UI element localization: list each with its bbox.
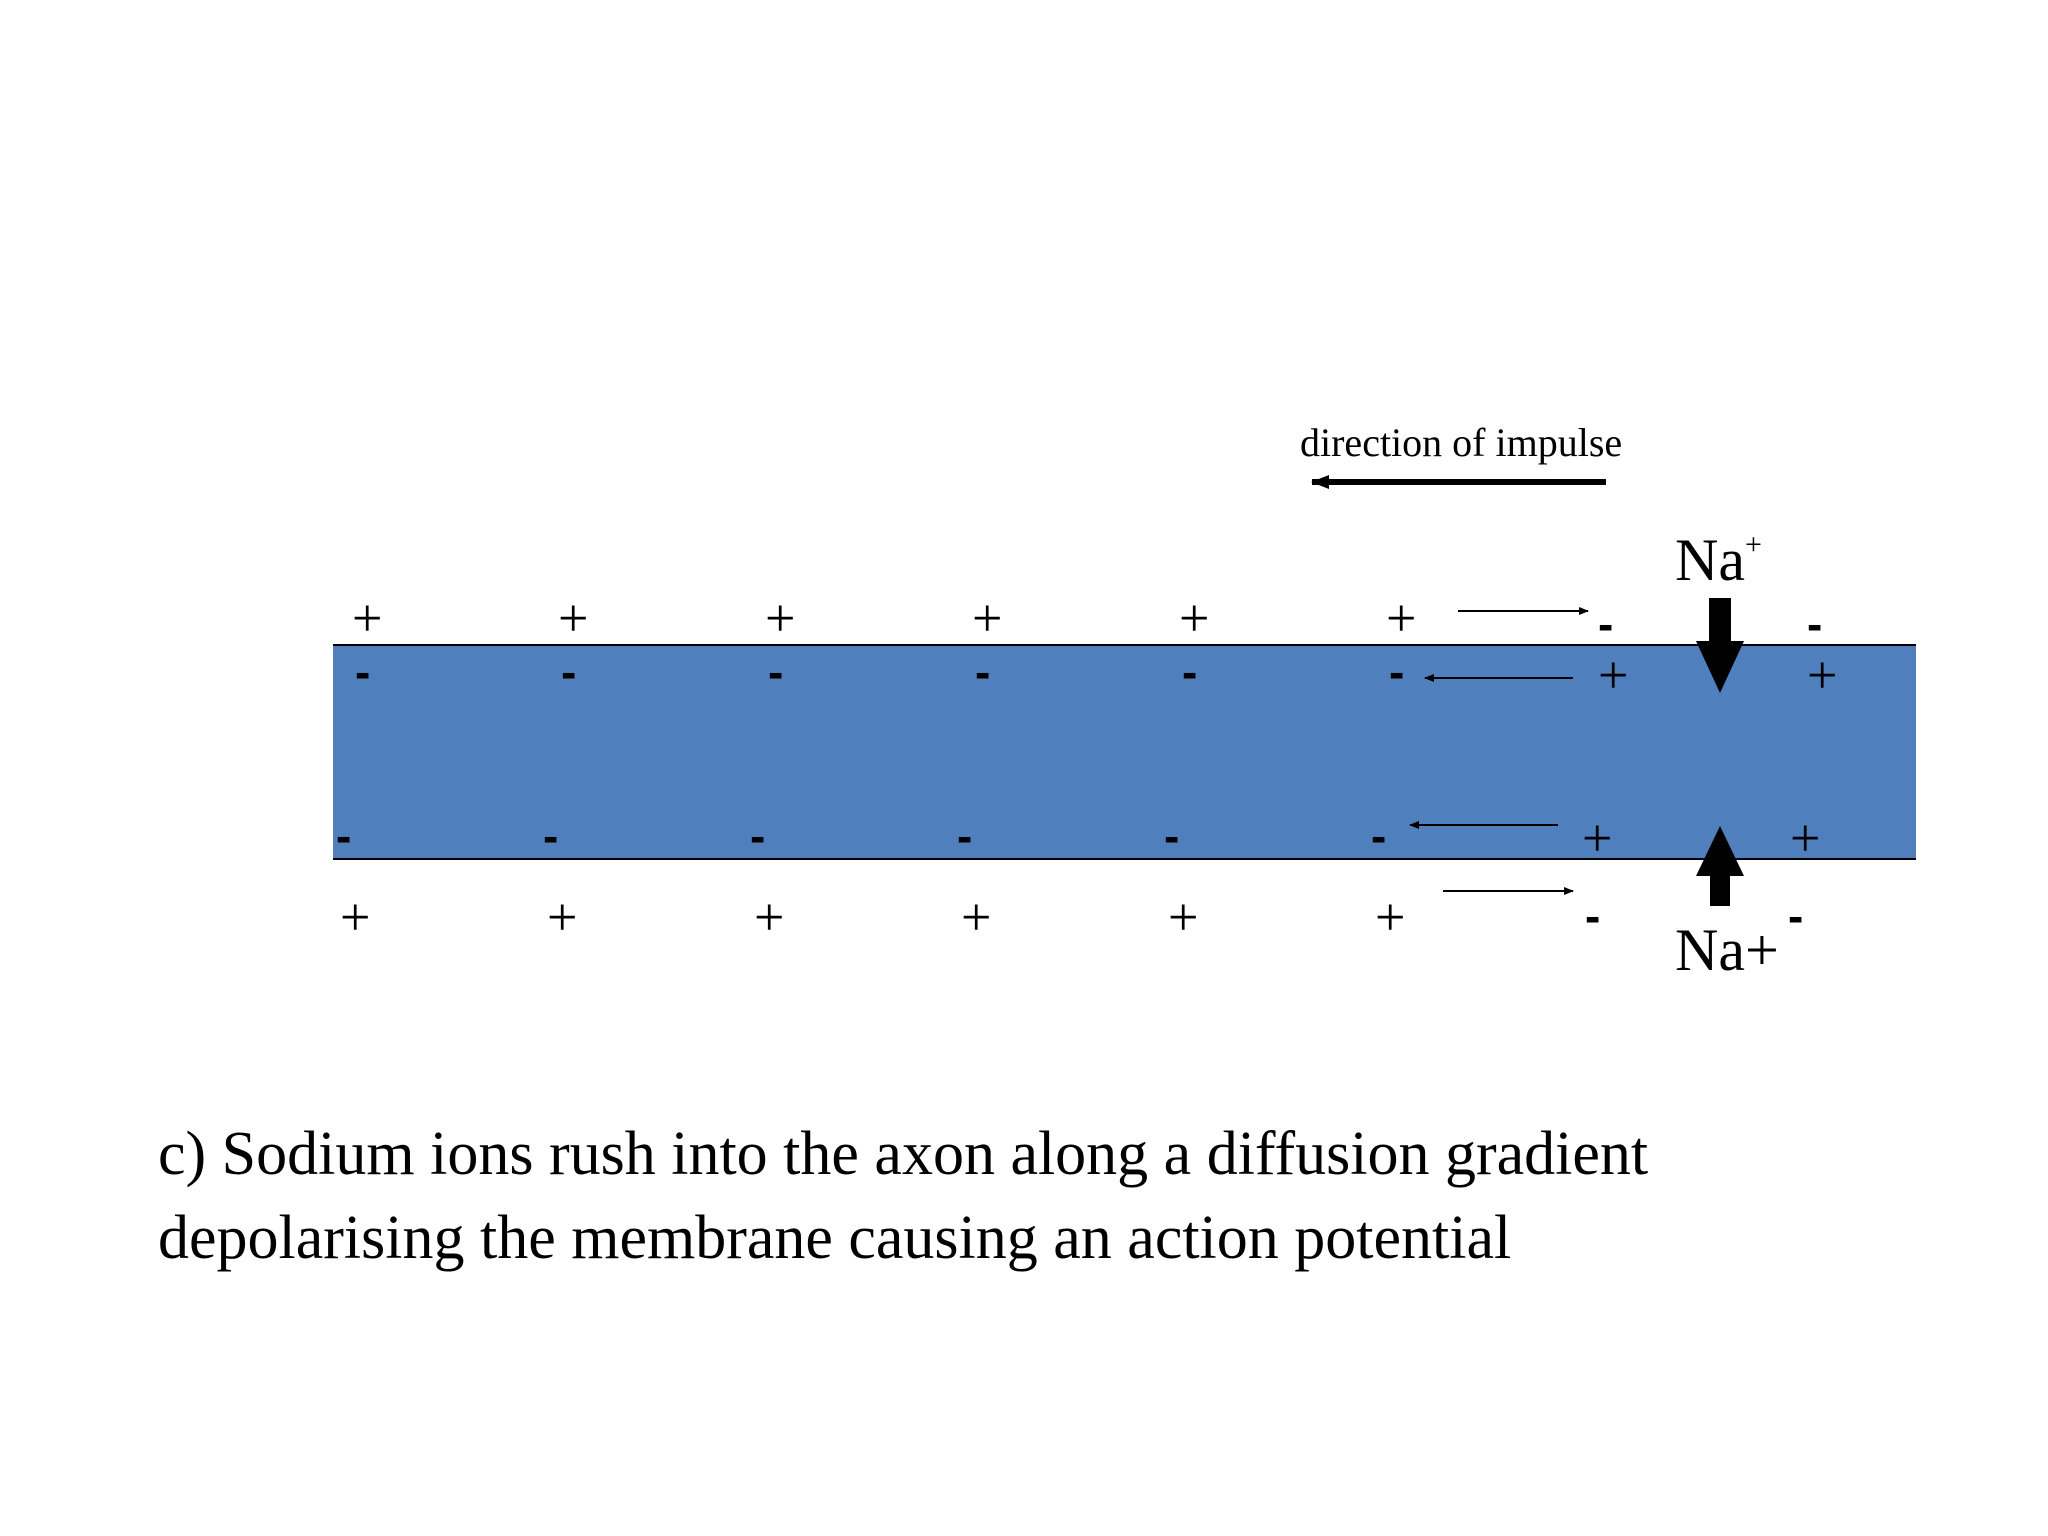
inside-top-minus-4: -: [975, 646, 990, 698]
inside-top-minus-6: -: [1389, 646, 1404, 698]
inside-bottom-minus-3: -: [750, 810, 765, 862]
direction-label: direction of impulse: [1300, 420, 1622, 465]
caption-line-2: depolarising the membrane causing an act…: [158, 1204, 1512, 1272]
depolarised-top-inside-plus-2: +: [1807, 645, 1837, 705]
stray-minus-bottom: -: [1788, 890, 1803, 942]
outside-bottom-plus-3: +: [754, 887, 784, 947]
inside-top-minus-3: -: [768, 646, 783, 698]
outside-top-plus-1: +: [352, 588, 382, 648]
depolarised-top-inside-plus-1: +: [1598, 645, 1628, 705]
outside-top-plus-2: +: [558, 588, 588, 648]
inside-top-minus-5: -: [1182, 646, 1197, 698]
inside-bottom-minus-2: -: [543, 810, 558, 862]
na-top-label: Na+: [1675, 527, 1762, 593]
axon-body: [333, 645, 1916, 859]
inside-bottom-minus-6: -: [1371, 810, 1386, 862]
na-influx-arrow-bottom: [1696, 826, 1744, 906]
na-top-superscript: +: [1745, 528, 1762, 561]
caption: c) Sodium ions rush into the axon along …: [158, 1112, 1958, 1280]
outside-bottom-plus-5: +: [1168, 887, 1198, 947]
caption-line-1: c) Sodium ions rush into the axon along …: [158, 1120, 1649, 1188]
depolarised-top-outside-minus-2: -: [1807, 598, 1822, 650]
outside-bottom-plus-2: +: [547, 887, 577, 947]
inside-bottom-minus-5: -: [1164, 810, 1179, 862]
outside-top-plus-3: +: [765, 588, 795, 648]
depolarised-bottom-inside-plus-1: +: [1582, 808, 1612, 868]
outside-top-plus-6: +: [1386, 588, 1416, 648]
outside-top-plus-5: +: [1179, 588, 1209, 648]
depolarised-top-outside-minus-1: -: [1598, 598, 1613, 650]
membrane-charges: + + + + + +- - - - - -- - - - - -+ + + + + +- -+ ++ +-: [336, 588, 1837, 947]
na-top-main: Na: [1675, 527, 1745, 593]
na-bottom-label: Na+: [1675, 917, 1779, 983]
na-influx-arrow-top: [1696, 598, 1744, 693]
inside-bottom-minus-4: -: [957, 810, 972, 862]
inside-top-minus-1: -: [355, 646, 370, 698]
outside-top-plus-4: +: [972, 588, 1002, 648]
inside-top-minus-2: -: [561, 646, 576, 698]
outside-bottom-plus-6: +: [1375, 887, 1405, 947]
depolarised-bottom-outside-minus-1: -: [1585, 890, 1600, 942]
inside-bottom-minus-1: -: [336, 810, 351, 862]
outside-bottom-plus-4: +: [961, 887, 991, 947]
outside-bottom-plus-1: +: [340, 887, 370, 947]
depolarised-bottom-inside-plus-2: +: [1790, 808, 1820, 868]
